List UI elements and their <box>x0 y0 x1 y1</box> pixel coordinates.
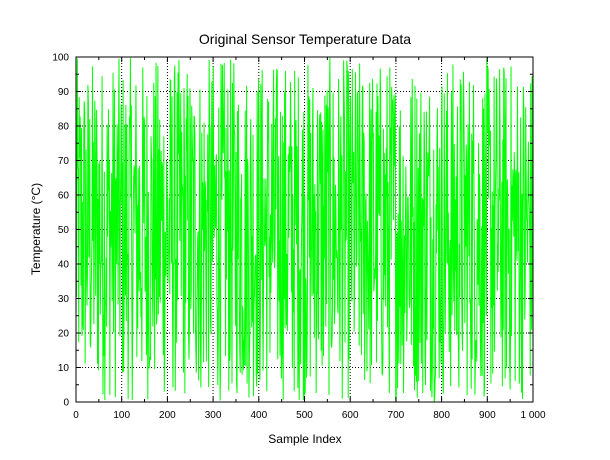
x-axis-label: Sample Index <box>268 432 341 446</box>
x-tick-label: 200 <box>159 410 176 421</box>
x-tick-label: 1 000 <box>520 410 545 421</box>
y-tick-label: 50 <box>58 225 70 236</box>
x-tick-label: 100 <box>113 410 130 421</box>
y-tick-label: 90 <box>58 87 70 98</box>
y-tick-label: 70 <box>58 156 70 167</box>
y-tick-label: 30 <box>58 294 70 305</box>
y-tick-label: 20 <box>58 329 70 340</box>
x-tick-label: 800 <box>433 410 450 421</box>
y-tick-label: 10 <box>58 363 70 374</box>
y-tick-label: 80 <box>58 122 70 133</box>
y-tick-label: 0 <box>63 398 69 409</box>
x-tick-label: 900 <box>479 410 496 421</box>
y-tick-label: 100 <box>52 53 69 64</box>
chart-title: Original Sensor Temperature Data <box>199 31 411 47</box>
x-tick-label: 700 <box>388 410 405 421</box>
data-series <box>75 57 534 402</box>
y-axis-label: Temperature (°C) <box>29 183 43 275</box>
x-tick-label: 400 <box>250 410 267 421</box>
x-tick-label: 0 <box>73 410 79 421</box>
x-tick-label: 300 <box>205 410 222 421</box>
series-line-temperature <box>75 57 534 402</box>
y-tick-label: 60 <box>58 191 70 202</box>
y-tick-label: 40 <box>58 260 70 271</box>
x-tick-label: 500 <box>296 410 313 421</box>
axis-ticks: 0 100 200 300 400 500 600 700 800 900 1 000 0 10 20 30… <box>52 53 546 422</box>
x-tick-label: 600 <box>342 410 359 421</box>
